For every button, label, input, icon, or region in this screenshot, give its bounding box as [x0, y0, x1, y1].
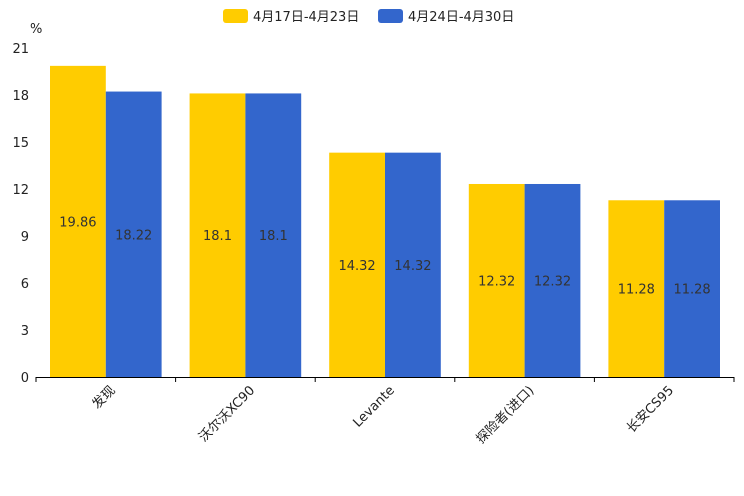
- data-labels: 19.86 18.22 18.1 18.1 14.32 14.32 12.32 12.32 11…: [59, 215, 710, 297]
- y-tick-label: 0: [21, 371, 29, 386]
- data-label-series-1-2: 14.32: [394, 259, 431, 274]
- data-label-series-1-0: 18.22: [115, 228, 152, 243]
- bar-series-1-4[interactable]: [664, 200, 720, 377]
- legend: 4月17日-4月23日 4月24日-4月30日: [223, 9, 514, 25]
- bar-series-0-1[interactable]: [189, 93, 246, 377]
- legend-swatch-0[interactable]: [223, 9, 248, 23]
- legend-swatch-1[interactable]: [378, 9, 403, 23]
- bar-series-1-2[interactable]: [385, 152, 441, 377]
- x-category-label: 沃尔沃XC90: [196, 383, 258, 445]
- x-category-label: 发现: [89, 383, 119, 413]
- x-category-label: 探险者(进口): [474, 383, 538, 447]
- data-label-series-1-1: 18.1: [259, 229, 288, 244]
- legend-label-1[interactable]: 4月24日-4月30日: [408, 10, 514, 25]
- data-label-series-0-2: 14.32: [338, 259, 375, 274]
- legend-label-0[interactable]: 4月17日-4月23日: [253, 10, 359, 25]
- y-tick-label: 18: [12, 89, 29, 104]
- y-tick-label: 9: [21, 230, 29, 245]
- y-axis-ticks: 0 3 6 9 12 15 18 21: [12, 42, 29, 386]
- data-label-series-1-3: 12.32: [534, 274, 571, 289]
- data-label-series-0-3: 12.32: [478, 274, 515, 289]
- y-tick-label: 15: [12, 136, 29, 151]
- x-category-label: 长安CS95: [624, 383, 677, 436]
- bar-series-0-4[interactable]: [608, 200, 665, 377]
- y-tick-label: 21: [12, 42, 29, 57]
- bar-series-1-0[interactable]: [105, 91, 162, 377]
- bar-series-0-2[interactable]: [329, 152, 385, 377]
- data-label-series-0-0: 19.86: [59, 215, 96, 230]
- y-axis-unit-label: %: [30, 22, 42, 37]
- y-tick-label: 6: [21, 277, 29, 292]
- bar-series-0-0[interactable]: [50, 65, 106, 378]
- data-label-series-1-4: 11.28: [673, 283, 710, 298]
- y-tick-label: 3: [21, 324, 29, 339]
- bar-series-0-3[interactable]: [468, 183, 525, 377]
- bar-series-1-3[interactable]: [524, 183, 581, 377]
- bar-series-1-1[interactable]: [245, 93, 302, 377]
- data-label-series-0-4: 11.28: [618, 283, 655, 298]
- x-axis: 发现 沃尔沃XC90 Levante 探险者(进口) 长安CS95: [35, 377, 735, 447]
- data-label-series-0-1: 18.1: [203, 229, 232, 244]
- bars: [50, 65, 720, 378]
- x-category-label: Levante: [350, 383, 397, 430]
- y-tick-label: 12: [12, 183, 29, 198]
